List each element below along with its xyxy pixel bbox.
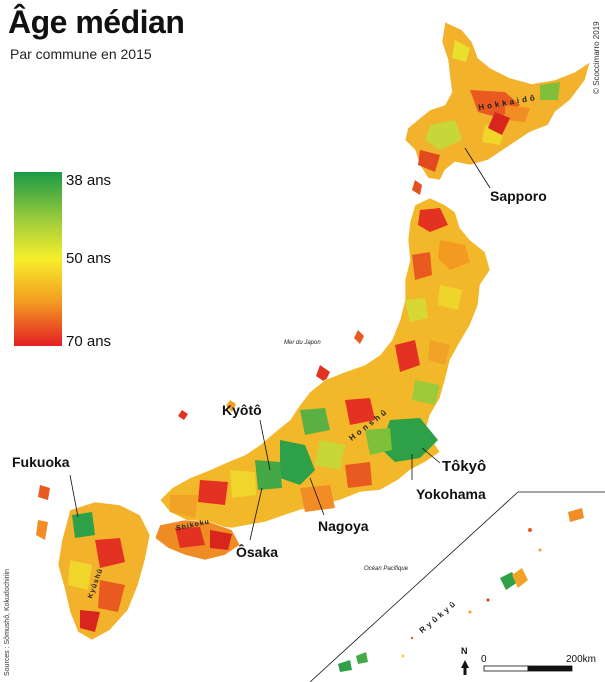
sources-credit: Sources : Sômushô, Kokudochiriin: [4, 569, 11, 676]
scale-bar-black: [527, 665, 573, 672]
legend-label-bottom: 70 ans: [66, 333, 112, 350]
inset-frame: [309, 491, 605, 682]
city-label-nagoya: Nagoya: [318, 518, 369, 534]
north-label: N: [461, 646, 468, 656]
scale-bar-white: [483, 665, 529, 672]
north-arrow-icon: [461, 660, 469, 668]
legend-label-middle: 50 ans: [66, 250, 112, 267]
sapporo-leader: [464, 147, 491, 189]
legend-gradient-bar: [14, 172, 62, 346]
legend-label-top: 38 ans: [66, 172, 112, 189]
nagoya-leader: [309, 477, 325, 516]
city-label-fukuoka: Fukuoka: [12, 454, 70, 470]
fukuoka-leader: [69, 474, 79, 518]
sea-label-pacific: Océan Pacifique: [364, 566, 409, 572]
scale-label-start: 0: [481, 654, 487, 665]
kyoto-leader: [259, 419, 271, 471]
map-subtitle: Par commune en 2015: [10, 46, 152, 62]
city-label-osaka: Ôsaka: [236, 544, 279, 560]
author-credit: © Scoccimarro 2019: [592, 21, 601, 94]
city-label-tokyo: Tôkyô: [442, 458, 487, 475]
city-label-sapporo: Sapporo: [490, 188, 547, 204]
sea-label-japan: Mer du Japon: [284, 340, 321, 346]
tokyo-leader: [421, 447, 441, 464]
city-label-yokohama: Yokohama: [416, 486, 486, 502]
scale-label-end: 200km: [566, 654, 597, 665]
osaka-leader: [249, 487, 263, 541]
map-title: Âge médian: [8, 4, 185, 40]
city-label-kyoto: Kyôtô: [222, 402, 262, 418]
